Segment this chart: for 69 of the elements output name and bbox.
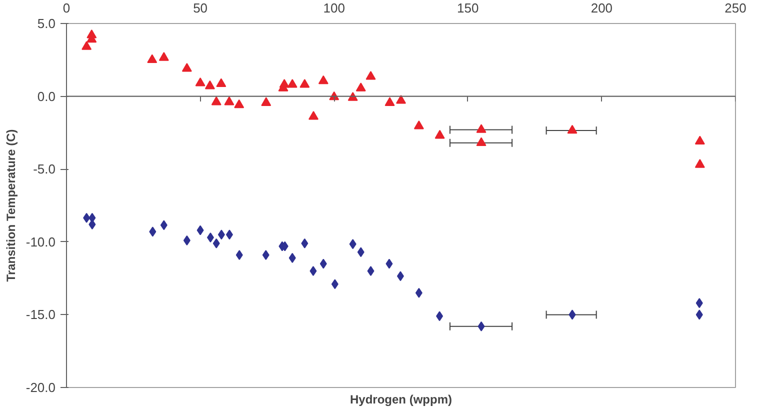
point <box>234 99 244 108</box>
point <box>366 70 376 80</box>
x-tick-label: 250 <box>724 0 746 16</box>
point <box>86 29 97 38</box>
point <box>301 238 308 248</box>
point <box>279 78 290 88</box>
point <box>386 258 393 269</box>
point <box>357 247 364 258</box>
point <box>568 310 576 320</box>
point <box>694 159 705 168</box>
point <box>318 75 328 84</box>
y-tick-label: 5.0 <box>37 16 56 31</box>
point <box>83 212 90 223</box>
y-tick-label: -20.0 <box>26 380 56 395</box>
y-tick-label: 0.0 <box>37 88 56 104</box>
y-axis-title: Transition Temperature (C) <box>4 129 18 282</box>
point <box>300 78 310 88</box>
point <box>147 54 158 63</box>
point <box>288 252 296 263</box>
point <box>349 239 356 250</box>
point <box>236 250 243 260</box>
point <box>261 97 272 106</box>
point <box>216 78 226 88</box>
point <box>195 78 206 86</box>
point <box>436 311 444 322</box>
point <box>331 279 338 290</box>
point <box>82 41 92 50</box>
point <box>415 288 422 298</box>
point <box>224 96 234 106</box>
point <box>211 96 222 106</box>
point <box>206 232 214 243</box>
point <box>308 110 318 120</box>
point <box>414 120 424 130</box>
x-axis-title: Hydrogen (wppm) <box>350 392 452 406</box>
y-tick-label: -15.0 <box>26 307 56 322</box>
point <box>478 321 485 332</box>
point <box>396 271 404 282</box>
x-tick-label: 150 <box>457 0 479 16</box>
point <box>476 137 486 146</box>
x-tick-label: 0 <box>62 0 70 16</box>
x-tick-label: 200 <box>590 0 613 16</box>
point <box>287 78 298 88</box>
point <box>212 238 220 248</box>
point <box>183 235 190 246</box>
point <box>226 230 233 240</box>
x-tick-label: 50 <box>193 0 208 16</box>
point <box>196 225 204 236</box>
point <box>696 310 703 320</box>
point <box>396 94 406 104</box>
y-tick-label: -10.0 <box>26 234 56 250</box>
y-tick-label: -5.0 <box>33 162 56 177</box>
point <box>149 226 156 237</box>
point <box>218 230 225 240</box>
point <box>204 80 215 90</box>
point <box>567 124 578 134</box>
x-tick-label: 100 <box>323 0 345 16</box>
point <box>310 266 317 276</box>
point <box>476 124 486 133</box>
point <box>696 298 703 308</box>
point <box>356 82 366 92</box>
point <box>182 62 192 72</box>
point <box>158 52 169 61</box>
point <box>384 97 395 106</box>
point <box>262 250 270 260</box>
point <box>367 266 374 276</box>
point <box>694 136 705 145</box>
point <box>434 130 445 139</box>
point <box>320 258 327 269</box>
point <box>160 220 168 230</box>
